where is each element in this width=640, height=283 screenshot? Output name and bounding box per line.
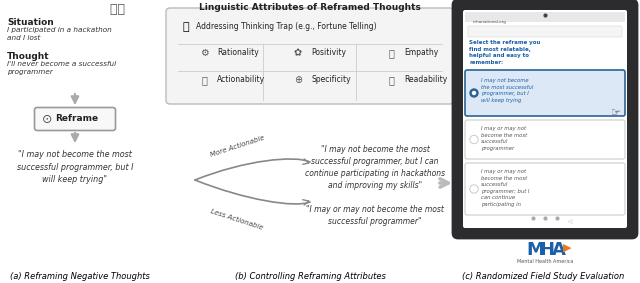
- Text: M: M: [526, 241, 544, 259]
- Text: ☞: ☞: [611, 108, 621, 118]
- FancyBboxPatch shape: [463, 10, 627, 228]
- Text: Actionability: Actionability: [217, 75, 265, 84]
- Text: Select the reframe you
find most relatable,
helpful and easy to
remember:: Select the reframe you find most relatab…: [469, 40, 540, 65]
- Text: Specificity: Specificity: [311, 75, 351, 84]
- Text: Situation: Situation: [7, 18, 54, 27]
- Circle shape: [470, 185, 478, 193]
- FancyBboxPatch shape: [35, 108, 115, 130]
- Text: Empathy: Empathy: [404, 48, 438, 57]
- Text: Readability: Readability: [404, 75, 447, 84]
- FancyBboxPatch shape: [465, 163, 625, 215]
- Text: Mental Health America: Mental Health America: [517, 259, 573, 264]
- Text: (a) Reframing Negative Thoughts: (a) Reframing Negative Thoughts: [10, 272, 150, 281]
- FancyBboxPatch shape: [453, 0, 637, 238]
- Text: ◁: ◁: [567, 219, 571, 224]
- Text: ✿: ✿: [294, 48, 302, 58]
- Text: Thought: Thought: [7, 52, 50, 61]
- Text: Reframe: Reframe: [56, 114, 99, 123]
- Text: Less Actionable: Less Actionable: [210, 208, 264, 231]
- Text: "I may not become the most
successful programmer, but I can
continue participati: "I may not become the most successful pr…: [305, 145, 445, 190]
- Text: H: H: [540, 241, 554, 259]
- FancyBboxPatch shape: [465, 120, 625, 159]
- Text: I may or may not
become the most
successful
programmer: I may or may not become the most success…: [481, 126, 527, 151]
- Circle shape: [470, 89, 478, 97]
- Circle shape: [472, 91, 476, 95]
- Text: More Actionable: More Actionable: [209, 135, 265, 158]
- Text: 🤝: 🤝: [388, 48, 394, 58]
- Text: 🏃: 🏃: [201, 75, 207, 85]
- Text: I'll never become a successful
programmer: I'll never become a successful programme…: [7, 61, 116, 75]
- Text: 📋: 📋: [388, 75, 394, 85]
- Circle shape: [471, 136, 477, 143]
- Text: ⚙: ⚙: [200, 48, 209, 58]
- Text: I may not become
the most successful
programmer, but I
will keep trying: I may not become the most successful pro…: [481, 78, 533, 103]
- Circle shape: [470, 136, 478, 143]
- FancyBboxPatch shape: [166, 8, 454, 104]
- Text: I participated in a hackathon
and I lost: I participated in a hackathon and I lost: [7, 27, 112, 41]
- Text: "I may or may not become the most
successful programmer": "I may or may not become the most succes…: [306, 205, 444, 226]
- Circle shape: [471, 186, 477, 192]
- Text: Linguistic Attributes of Reframed Thoughts: Linguistic Attributes of Reframed Though…: [199, 3, 421, 12]
- FancyBboxPatch shape: [468, 26, 622, 37]
- Text: Rationality: Rationality: [217, 48, 259, 57]
- Text: A: A: [552, 241, 566, 259]
- Text: 🧠: 🧠: [182, 22, 189, 32]
- Text: mhanational.org: mhanational.org: [473, 20, 507, 24]
- Text: (b) Controlling Reframing Attributes: (b) Controlling Reframing Attributes: [235, 272, 385, 281]
- Text: 👨‍💻: 👨‍💻: [111, 3, 125, 16]
- Text: ▶: ▶: [563, 243, 572, 253]
- Text: ⊙: ⊙: [42, 113, 52, 126]
- Text: I may or may not
become the most
successful
programmer; but I
can continue
parti: I may or may not become the most success…: [481, 169, 529, 207]
- Text: (c) Randomized Field Study Evaluation: (c) Randomized Field Study Evaluation: [462, 272, 624, 281]
- Text: ⊕: ⊕: [294, 75, 302, 85]
- Text: Positivity: Positivity: [311, 48, 346, 57]
- Text: Addressing Thinking Trap (e.g., Fortune Telling): Addressing Thinking Trap (e.g., Fortune …: [196, 22, 376, 31]
- FancyBboxPatch shape: [465, 70, 625, 116]
- Text: "I may not become the most
successful programmer, but I
will keep trying": "I may not become the most successful pr…: [17, 150, 133, 184]
- Bar: [465, 12, 625, 22]
